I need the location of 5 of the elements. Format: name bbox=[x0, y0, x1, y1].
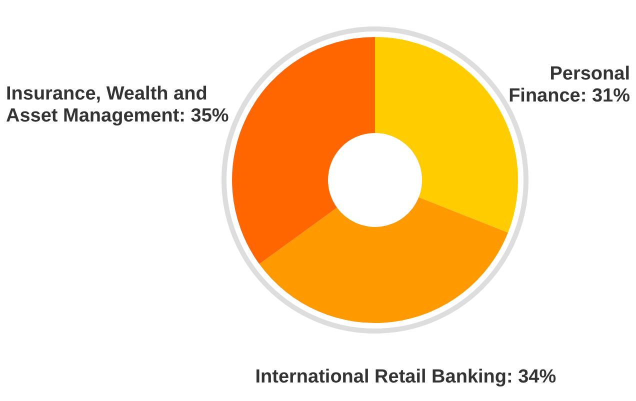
donut-slice bbox=[232, 37, 375, 264]
slice-label: Insurance, Wealth and Asset Management: 35% bbox=[6, 84, 229, 127]
slice-label: International Retail Banking: 34% bbox=[255, 366, 556, 388]
donut-slice bbox=[259, 197, 508, 323]
slice-label: Personal Finance: 31% bbox=[508, 63, 630, 106]
